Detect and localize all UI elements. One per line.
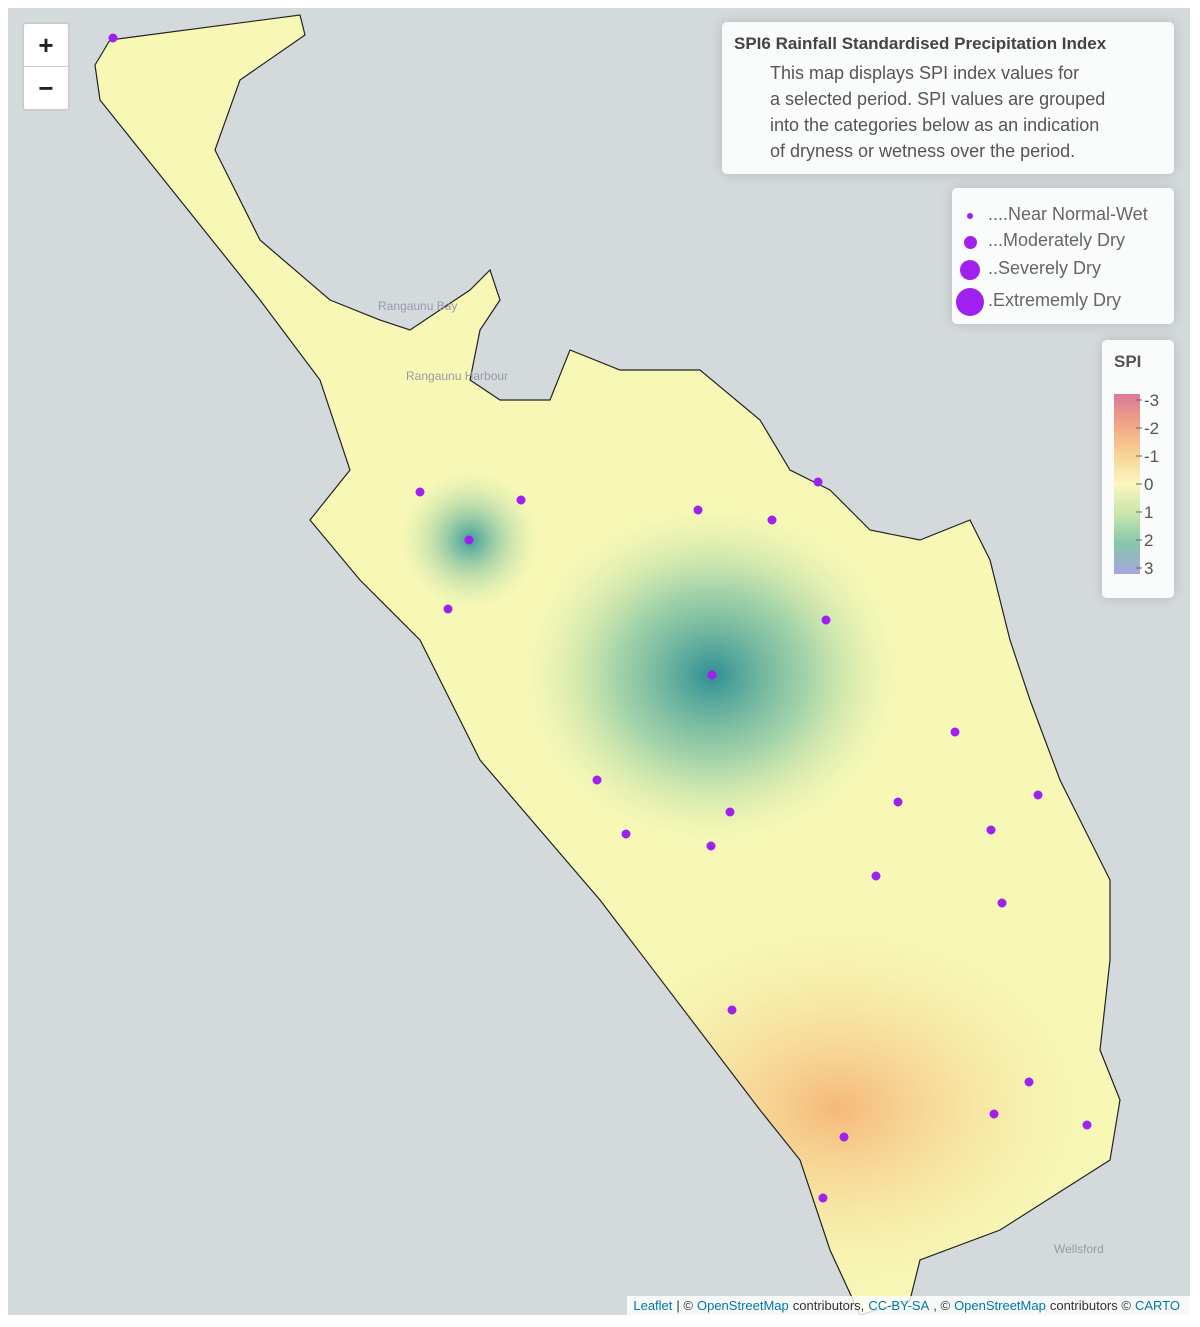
- station-point: [1024, 1077, 1034, 1087]
- station-point: [464, 535, 474, 545]
- station-point: [767, 515, 777, 525]
- map: Rangaunu Bay Rangaunu Harbour Wellsford …: [8, 8, 1190, 1315]
- station-point: [871, 871, 881, 881]
- attribution-link[interactable]: Leaflet: [633, 1298, 673, 1313]
- attribution-text: contributors ©: [1049, 1298, 1131, 1313]
- place-label: Rangaunu Harbour: [406, 369, 508, 383]
- color-ramp: [1114, 394, 1140, 574]
- tick-label: 1: [1144, 503, 1153, 522]
- legend-dot: [960, 260, 980, 280]
- station-point: [813, 477, 823, 487]
- tick-label: 2: [1144, 531, 1153, 550]
- attribution-link[interactable]: OpenStreetMap: [954, 1298, 1046, 1313]
- station-point: [621, 829, 631, 839]
- place-label: Rangaunu Bay: [378, 299, 457, 313]
- station-point: [725, 807, 735, 817]
- zoom-control: + −: [22, 22, 70, 111]
- station-point: [950, 727, 960, 737]
- station-point: [893, 797, 903, 807]
- station-point: [818, 1193, 828, 1203]
- attribution-link[interactable]: CARTO: [1134, 1298, 1180, 1313]
- attribution-link[interactable]: CC-BY-SA: [868, 1298, 930, 1313]
- station-point: [986, 825, 996, 835]
- place-label: Wellsford: [1054, 1242, 1104, 1256]
- station-point: [415, 487, 425, 497]
- info-line: into the categories below as an indicati…: [770, 115, 1100, 135]
- legend-dot: [956, 288, 984, 316]
- info-line: of dryness or wetness over the period.: [770, 141, 1076, 161]
- station-point: [727, 1005, 737, 1015]
- attribution-link[interactable]: OpenStreetMap: [696, 1298, 789, 1313]
- station-point: [693, 505, 703, 515]
- station-point: [989, 1109, 999, 1119]
- station-point: [706, 841, 716, 851]
- zoom-in[interactable]: +: [38, 30, 54, 60]
- tick-label: 0: [1144, 475, 1153, 494]
- station-point: [108, 33, 118, 43]
- station-point: [997, 898, 1007, 908]
- attribution-text: | ©: [676, 1298, 693, 1313]
- info-line: This map displays SPI index values for: [770, 63, 1080, 83]
- info-line: a selected period. SPI values are groupe…: [770, 89, 1106, 109]
- station-point: [443, 604, 453, 614]
- legend-label: ..Severely Dry: [988, 258, 1102, 278]
- tick-label: -3: [1144, 391, 1159, 410]
- color-bar: -3 -2 -1 0 1 2 3: [1114, 391, 1159, 578]
- spi-legend: SPI -3 -2 -1 0 1 2 3: [1102, 340, 1174, 598]
- legend-label: ....Near Normal-Wet: [988, 204, 1148, 224]
- tick-label: 3: [1144, 559, 1153, 578]
- attribution-text: , ©: [933, 1298, 951, 1313]
- station-point: [839, 1132, 849, 1142]
- tick-label: -2: [1144, 419, 1159, 438]
- station-point: [592, 775, 602, 785]
- legend-label: ...Moderately Dry: [988, 230, 1126, 250]
- legend-dot: [963, 235, 977, 249]
- tick-label: -1: [1144, 447, 1159, 466]
- station-point: [707, 670, 717, 680]
- station-point: [1033, 790, 1043, 800]
- map-canvas: Rangaunu Bay Rangaunu Harbour Wellsford: [94, 14, 1121, 1315]
- size-legend: ....Near Normal-Wet ...Moderately Dry ..Se…: [952, 188, 1174, 324]
- station-point: [1082, 1120, 1092, 1130]
- spi-title: SPI: [1114, 352, 1142, 371]
- attribution-text: contributors,: [792, 1298, 865, 1313]
- station-point: [516, 495, 526, 505]
- info-title: SPI6 Rainfall Standardised Precipitation…: [734, 34, 1107, 53]
- attribution: Leaflet | © OpenStreetMap contributors, CC-B…: [627, 1296, 1190, 1315]
- station-point: [821, 615, 831, 625]
- legend-label: .Extrememly Dry: [988, 290, 1122, 310]
- info-panel: SPI6 Rainfall Standardised Precipitation…: [722, 22, 1174, 174]
- legend-dot: [967, 213, 973, 219]
- zoom-out[interactable]: −: [24, 66, 68, 109]
